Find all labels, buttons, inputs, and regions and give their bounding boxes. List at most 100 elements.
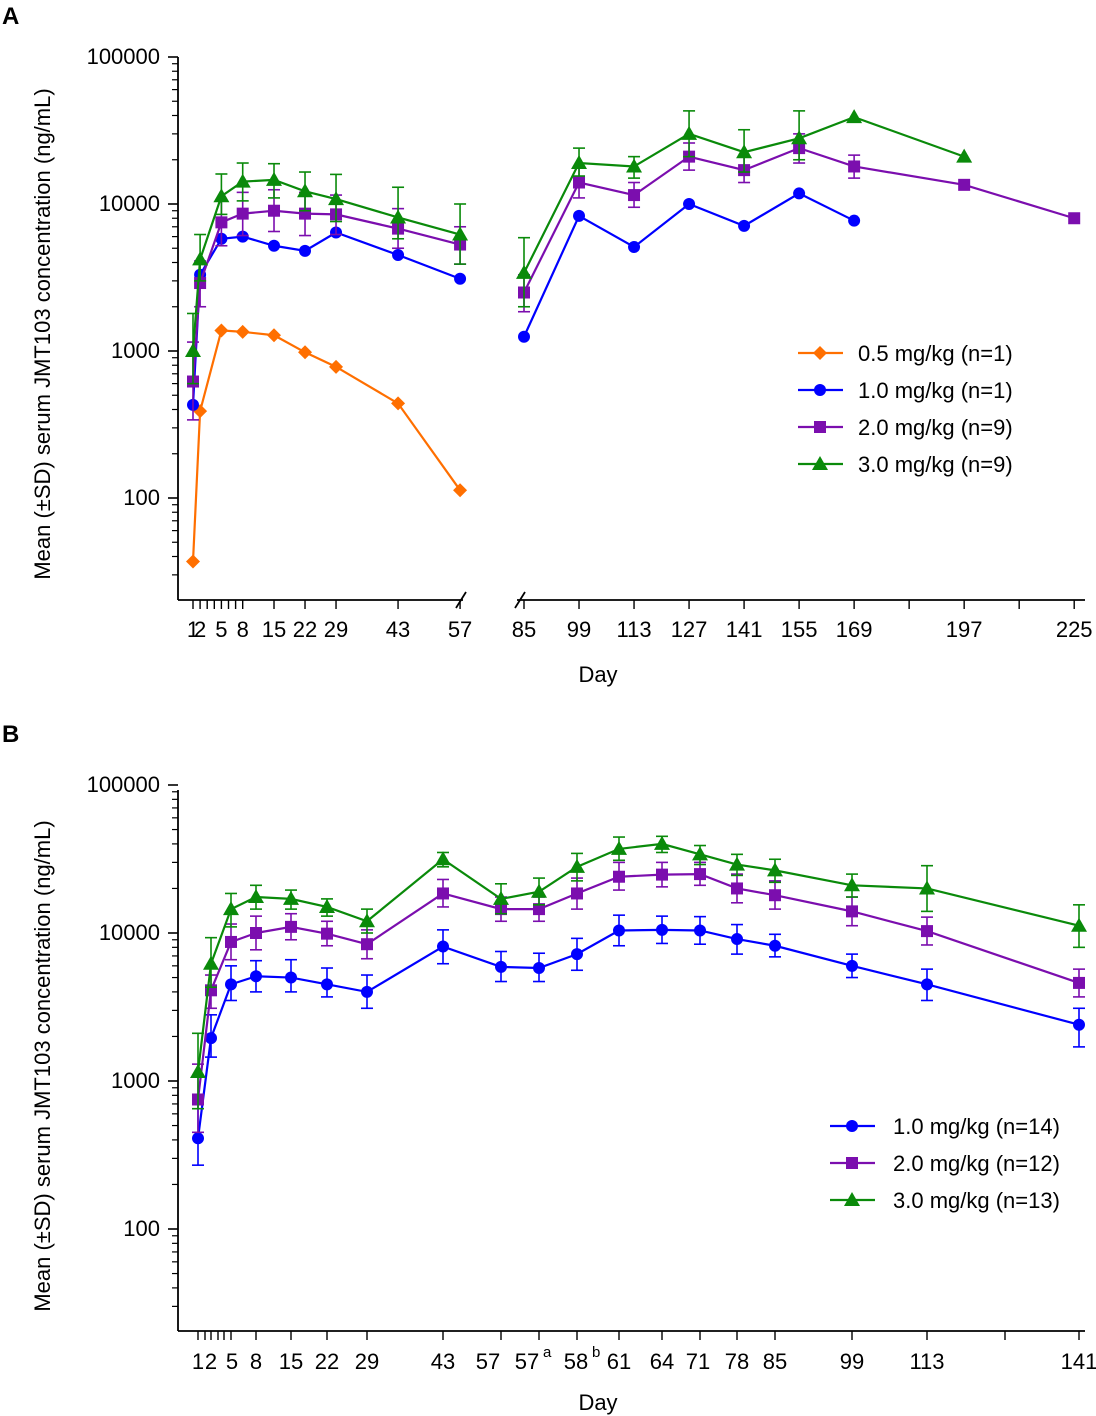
series-line xyxy=(523,115,965,274)
x-tick-label: 113 xyxy=(909,1349,944,1374)
data-point xyxy=(844,877,860,892)
legend-marker xyxy=(812,456,828,470)
y-tick-label: 100000 xyxy=(87,44,160,69)
series-line xyxy=(191,231,461,405)
x-tick-label: 22 xyxy=(315,1349,339,1374)
data-point xyxy=(361,938,373,951)
panel-b-legend: 1.0 mg/kg (n=14) 2.0 mg/kg (n=12) 3.0 mg/k… xyxy=(830,1114,1060,1213)
legend-label: 0.5 mg/kg (n=1) xyxy=(858,341,1013,366)
panel-a-x-axis-title: Day xyxy=(578,662,617,687)
data-point xyxy=(285,920,297,933)
x-tick-label: 141 xyxy=(1061,1349,1096,1374)
data-point xyxy=(793,187,806,200)
data-point xyxy=(613,870,625,883)
data-point xyxy=(319,898,335,913)
data-point xyxy=(205,1032,217,1045)
data-point xyxy=(1071,917,1087,932)
data-point xyxy=(235,324,250,339)
data-point xyxy=(236,207,249,220)
data-point xyxy=(437,887,449,900)
data-point xyxy=(694,868,706,881)
x-tick-label: 2 xyxy=(205,1349,217,1374)
data-point xyxy=(919,880,935,895)
data-point xyxy=(956,148,973,163)
x-tick-label: 57 xyxy=(515,1349,539,1374)
data-point xyxy=(225,978,237,991)
data-point xyxy=(692,846,708,861)
data-point xyxy=(361,985,373,998)
data-point xyxy=(571,948,583,961)
data-point xyxy=(225,935,237,948)
x-tick-label: 85 xyxy=(512,617,536,642)
data-point xyxy=(321,978,333,991)
data-point xyxy=(958,178,971,191)
x-tick-label: 155 xyxy=(781,617,818,642)
x-tick-label: 15 xyxy=(262,617,286,642)
y-tick-label: 10000 xyxy=(99,191,160,216)
x-tick-label: 71 xyxy=(686,1349,710,1374)
y-tick-label: 1000 xyxy=(111,1068,160,1093)
data-point xyxy=(248,889,264,904)
panel-b-x-axis-title: Day xyxy=(578,1390,617,1415)
series-line xyxy=(191,209,461,382)
x-tick-label: 1 xyxy=(187,617,199,642)
data-point xyxy=(266,171,283,186)
data-point xyxy=(391,396,406,411)
series-4 xyxy=(185,109,973,385)
panel-a-label: A xyxy=(2,3,19,30)
x-tick-label: 225 xyxy=(1056,617,1093,642)
x-tick-superscript: b xyxy=(592,1344,600,1361)
data-point xyxy=(611,840,627,855)
x-tick-label: 57 xyxy=(448,617,472,642)
data-point xyxy=(518,330,530,343)
y-tick-label: 1000 xyxy=(111,338,160,363)
legend-label: 2.0 mg/kg (n=9) xyxy=(858,415,1013,440)
x-tick-label: 29 xyxy=(324,617,348,642)
series-3 xyxy=(190,835,1087,1110)
data-point xyxy=(569,858,585,873)
x-tick-label: 8 xyxy=(250,1349,262,1374)
data-point xyxy=(453,483,468,498)
panel-b-label: B xyxy=(2,721,19,748)
legend-marker xyxy=(814,421,826,433)
data-point xyxy=(234,173,251,188)
data-point xyxy=(214,323,229,338)
x-tick-label: 5 xyxy=(226,1349,238,1374)
data-point xyxy=(267,328,282,343)
x-tick-label: 22 xyxy=(293,617,317,642)
data-point xyxy=(454,272,467,285)
legend-label: 3.0 mg/kg (n=9) xyxy=(858,452,1013,477)
series-line xyxy=(196,842,1080,1073)
x-tick-label: 99 xyxy=(840,1349,864,1374)
legend-label: 2.0 mg/kg (n=12) xyxy=(893,1151,1060,1176)
x-tick-label: 29 xyxy=(355,1349,379,1374)
data-point xyxy=(328,191,345,206)
data-point xyxy=(186,554,200,569)
data-point xyxy=(250,970,262,983)
x-tick-label: 15 xyxy=(279,1349,303,1374)
data-point xyxy=(681,125,698,140)
series-line xyxy=(191,329,461,562)
data-point xyxy=(297,183,314,198)
x-tick-label: 8 xyxy=(237,617,249,642)
data-point xyxy=(791,130,808,145)
data-point xyxy=(573,209,586,222)
data-point xyxy=(767,862,783,877)
series-line xyxy=(196,928,1080,1139)
x-tick-label: 64 xyxy=(650,1349,674,1374)
data-point xyxy=(268,239,281,252)
data-point xyxy=(299,244,312,257)
legend-label: 3.0 mg/kg (n=13) xyxy=(893,1188,1060,1213)
legend-marker xyxy=(846,1120,858,1132)
data-point xyxy=(531,883,547,898)
data-point xyxy=(571,155,588,170)
data-point xyxy=(921,978,933,991)
x-tick-label: 169 xyxy=(836,617,873,642)
data-point xyxy=(203,955,219,970)
x-tick-label: 141 xyxy=(726,617,763,642)
data-point xyxy=(846,959,858,972)
legend-marker xyxy=(814,384,826,396)
data-point xyxy=(493,890,509,905)
